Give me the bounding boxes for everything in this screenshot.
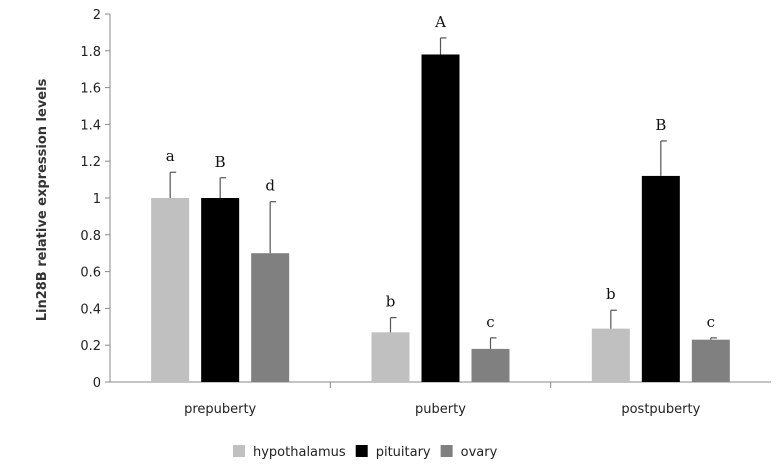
y-tick-label: 1 — [93, 192, 101, 207]
y-tick-label: 1.2 — [80, 155, 101, 170]
bar-hypothalamus-puberty — [371, 332, 410, 382]
significance-label-pituitary-prepuberty: B — [215, 153, 226, 171]
x-axis: prepuberty puberty postpuberty — [110, 381, 771, 417]
y-tick-label: 0.4 — [80, 302, 101, 317]
legend-label-pituitary: pituitary — [376, 445, 431, 460]
y-tick-label: 0 — [93, 376, 101, 391]
legend: hypothalamus pituitary ovary — [233, 445, 498, 460]
significance-label-ovary-prepuberty: d — [265, 177, 275, 195]
y-tick-label: 1.6 — [80, 82, 101, 97]
y-tick-label: 0.8 — [80, 229, 101, 244]
y-tick-label: 2 — [93, 8, 101, 23]
y-tick-label: 1.4 — [80, 118, 101, 133]
legend-swatch-pituitary — [355, 445, 368, 457]
bar-pituitary-prepuberty — [201, 198, 240, 382]
legend-swatch-hypothalamus — [233, 445, 245, 457]
y-tick-label: 1.8 — [80, 45, 101, 60]
significance-label-pituitary-puberty: A — [434, 13, 446, 31]
bar-hypothalamus-postpuberty — [591, 328, 630, 382]
y-tick-label: 0.2 — [80, 339, 101, 354]
y-axis: 0 0.2 0.4 0.6 0.8 1 1.2 1.4 1.6 1.8 2 — [80, 8, 111, 391]
legend-label-ovary: ovary — [461, 445, 498, 460]
bar-pituitary-puberty — [421, 54, 460, 382]
bar-ovary-prepuberty — [251, 253, 290, 382]
x-tick-label-puberty: puberty — [415, 402, 466, 417]
bar-hypothalamus-prepuberty — [151, 198, 190, 382]
significance-label-ovary-postpuberty: c — [707, 313, 715, 331]
significance-label-hypothalamus-puberty: b — [386, 293, 396, 311]
legend-label-hypothalamus: hypothalamus — [253, 445, 346, 460]
y-axis-label: Lin28B relative expression levels — [35, 78, 50, 321]
legend-swatch-ovary — [440, 445, 453, 457]
significance-label-pituitary-postpuberty: B — [655, 116, 666, 134]
bar-ovary-postpuberty — [691, 339, 730, 382]
significance-label-hypothalamus-prepuberty: a — [166, 147, 175, 165]
bar-ovary-puberty — [471, 348, 510, 382]
bars: a Bd b Ac b Bc — [151, 13, 730, 382]
x-tick-label-prepuberty: prepuberty — [184, 402, 256, 417]
bar-pituitary-postpuberty — [641, 175, 680, 382]
significance-label-ovary-puberty: c — [486, 313, 494, 331]
significance-label-hypothalamus-postpuberty: b — [606, 285, 616, 303]
x-tick-label-postpuberty: postpuberty — [621, 402, 700, 417]
y-tick-label: 0.6 — [80, 266, 101, 281]
